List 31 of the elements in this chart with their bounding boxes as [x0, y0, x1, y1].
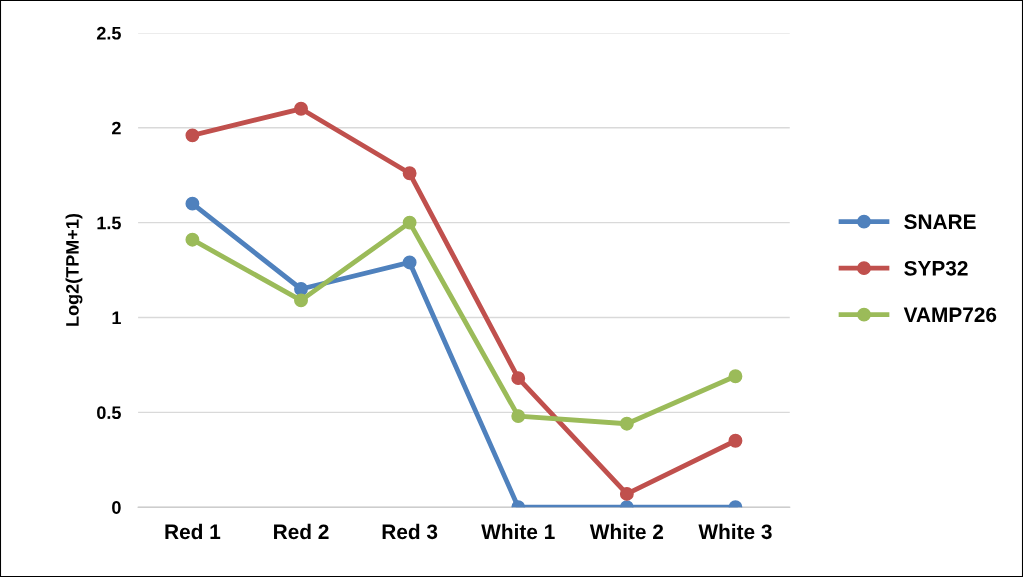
x-tick-label: Red 3: [382, 523, 438, 540]
point: [511, 409, 526, 424]
legend-label: VAMP726: [903, 307, 997, 323]
point: [728, 433, 743, 448]
point: [402, 166, 417, 181]
x-tick-label: Red 1: [165, 523, 221, 540]
y-tick-label: 0: [112, 501, 121, 514]
y-tick-label: 2: [112, 121, 121, 135]
point: [619, 486, 634, 501]
point: [294, 282, 308, 296]
x-tick-label: White 2: [589, 523, 664, 540]
point: [294, 293, 308, 308]
y-tick-label: 1: [112, 311, 121, 325]
point: [728, 369, 743, 384]
legend-label: SYP32: [904, 260, 968, 276]
point: [619, 416, 634, 431]
x-tick-label: White 1: [481, 523, 555, 540]
point: [294, 101, 308, 116]
x-tick-label: White 3: [698, 523, 772, 540]
y-tick-label: 0.5: [97, 406, 121, 420]
y-axis-title: Log2(TPM+1): [65, 214, 83, 326]
point: [511, 371, 526, 386]
point: [402, 255, 417, 270]
x-tick-label: Red 2: [274, 523, 329, 540]
y-tick-label: 2.5: [96, 26, 121, 40]
legend-label: SNARE: [904, 214, 976, 230]
y-tick-label: 1.5: [97, 216, 121, 230]
point: [402, 215, 417, 230]
point: [185, 196, 200, 211]
point: [185, 232, 200, 247]
point: [185, 128, 200, 143]
